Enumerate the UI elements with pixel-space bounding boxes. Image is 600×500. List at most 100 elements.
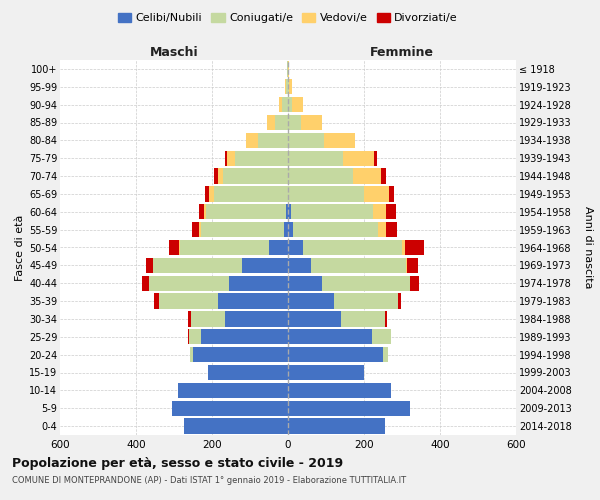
Bar: [288, 186, 364, 202]
Bar: [226, 312, 288, 326]
Bar: [289, 79, 292, 94]
Bar: [214, 186, 288, 202]
Bar: [242, 258, 288, 273]
Bar: [189, 329, 200, 344]
Bar: [292, 97, 303, 112]
Bar: [364, 186, 389, 202]
Bar: [286, 204, 288, 220]
Bar: [227, 150, 235, 166]
Bar: [159, 294, 218, 308]
Bar: [199, 204, 205, 220]
Bar: [291, 204, 373, 220]
Bar: [142, 276, 149, 291]
Bar: [288, 115, 301, 130]
Bar: [386, 204, 395, 220]
Bar: [279, 97, 283, 112]
Bar: [190, 347, 193, 362]
Bar: [389, 186, 394, 202]
Bar: [343, 150, 373, 166]
Bar: [229, 276, 288, 291]
Bar: [153, 258, 242, 273]
Bar: [288, 418, 385, 434]
Bar: [288, 62, 289, 76]
Bar: [288, 168, 353, 184]
Bar: [373, 150, 377, 166]
Bar: [223, 168, 288, 184]
Bar: [218, 294, 288, 308]
Y-axis label: Fasce di età: Fasce di età: [14, 214, 25, 280]
Bar: [334, 294, 398, 308]
Bar: [371, 329, 391, 344]
Bar: [386, 222, 397, 237]
Bar: [269, 240, 288, 255]
Bar: [324, 133, 355, 148]
Bar: [199, 222, 200, 237]
Text: Popolazione per età, sesso e stato civile - 2019: Popolazione per età, sesso e stato civil…: [12, 458, 343, 470]
Bar: [288, 222, 293, 237]
Bar: [214, 168, 218, 184]
Bar: [206, 204, 286, 220]
Bar: [410, 276, 419, 291]
Bar: [178, 383, 288, 398]
Bar: [149, 276, 229, 291]
Bar: [275, 115, 288, 130]
Bar: [154, 294, 159, 308]
Bar: [378, 222, 386, 237]
Bar: [353, 168, 381, 184]
Bar: [383, 347, 388, 362]
Text: Maschi: Maschi: [149, 46, 199, 59]
Bar: [188, 329, 189, 344]
Bar: [179, 240, 180, 255]
Bar: [405, 240, 424, 255]
Bar: [286, 79, 288, 94]
Bar: [381, 168, 386, 184]
Text: Femmine: Femmine: [370, 46, 434, 59]
Bar: [205, 186, 209, 202]
Bar: [200, 329, 288, 344]
Bar: [246, 133, 257, 148]
Bar: [184, 418, 288, 434]
Bar: [288, 294, 334, 308]
Bar: [288, 400, 410, 416]
Bar: [172, 400, 288, 416]
Bar: [288, 347, 383, 362]
Bar: [180, 240, 269, 255]
Bar: [283, 97, 288, 112]
Bar: [235, 150, 288, 166]
Bar: [169, 240, 179, 255]
Bar: [406, 258, 407, 273]
Bar: [193, 347, 288, 362]
Bar: [293, 222, 378, 237]
Bar: [287, 62, 288, 76]
Bar: [288, 312, 341, 326]
Bar: [191, 312, 226, 326]
Bar: [311, 258, 406, 273]
Text: COMUNE DI MONTEPRANDONE (AP) - Dati ISTAT 1° gennaio 2019 - Elaborazione TUTTITA: COMUNE DI MONTEPRANDONE (AP) - Dati ISTA…: [12, 476, 406, 485]
Bar: [146, 258, 153, 273]
Bar: [218, 168, 223, 184]
Bar: [407, 258, 418, 273]
Bar: [322, 276, 410, 291]
Bar: [288, 383, 391, 398]
Bar: [288, 204, 291, 220]
Legend: Celibi/Nubili, Coniugati/e, Vedovi/e, Divorziati/e: Celibi/Nubili, Coniugati/e, Vedovi/e, Di…: [113, 8, 463, 28]
Bar: [385, 312, 387, 326]
Bar: [208, 365, 288, 380]
Bar: [341, 312, 385, 326]
Bar: [373, 204, 386, 220]
Bar: [288, 276, 322, 291]
Bar: [188, 312, 191, 326]
Bar: [226, 150, 227, 166]
Bar: [288, 79, 289, 94]
Bar: [288, 329, 371, 344]
Bar: [192, 222, 199, 237]
Bar: [398, 294, 401, 308]
Bar: [288, 258, 311, 273]
Bar: [205, 204, 206, 220]
Bar: [257, 133, 288, 148]
Bar: [209, 186, 214, 202]
Bar: [288, 240, 303, 255]
Bar: [267, 115, 275, 130]
Bar: [200, 222, 284, 237]
Bar: [288, 133, 324, 148]
